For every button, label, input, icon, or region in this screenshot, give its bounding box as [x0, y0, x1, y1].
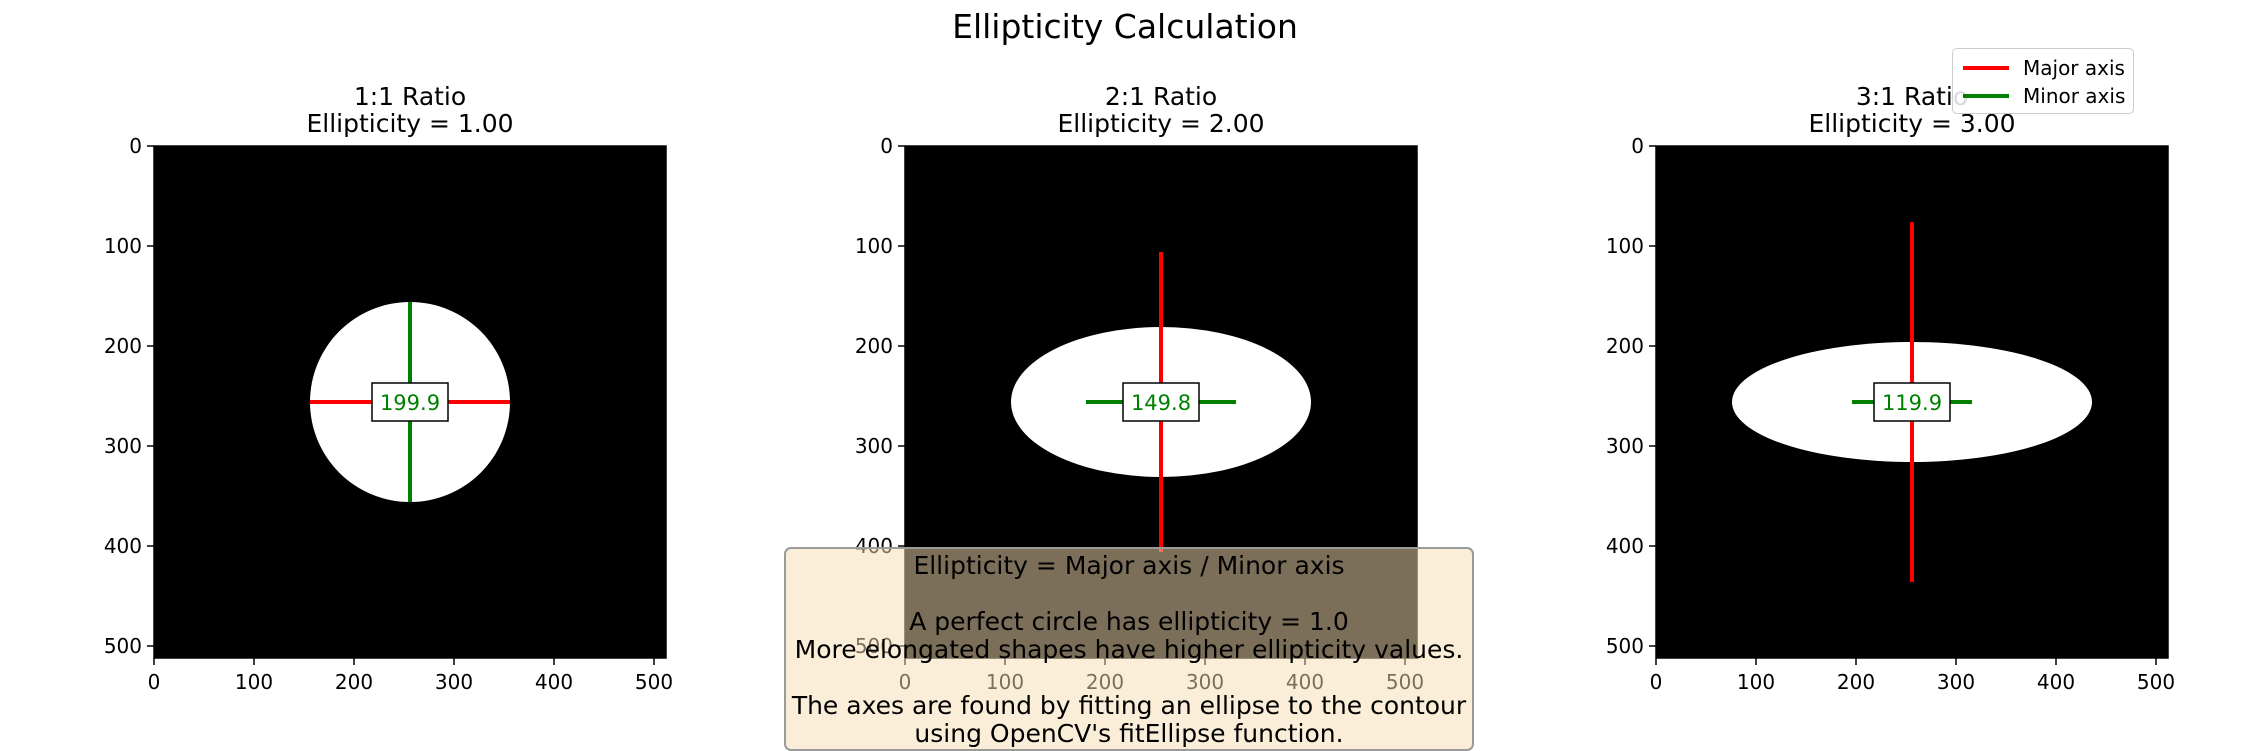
panel-title: 1:1 Ratio [354, 82, 466, 111]
figure-title: Ellipticity Calculation [952, 7, 1298, 46]
y-tick-label: 200 [104, 334, 142, 358]
y-tick-label: 0 [1631, 134, 1644, 158]
y-tick-label: 100 [855, 234, 893, 258]
annotation-box [1873, 382, 1951, 422]
note-line: A perfect circle has ellipticity = 1.0 [909, 607, 1349, 636]
note-line [786, 580, 1472, 608]
note-line: More elongated shapes have higher ellipt… [794, 635, 1464, 664]
note-line: using OpenCV's fitEllipse function. [914, 719, 1344, 748]
x-tick-label: 200 [335, 670, 373, 694]
x-tick-label: 100 [1737, 670, 1775, 694]
panel-title: Ellipticity = 2.00 [1057, 109, 1264, 138]
x-tick-label: 400 [535, 670, 573, 694]
legend: Major axis Minor axis [1952, 48, 2134, 114]
y-tick-label: 0 [129, 134, 142, 158]
x-tick-label: 500 [2137, 670, 2175, 694]
annotation-box [371, 382, 449, 422]
panel-title: 3:1 Ratio [1856, 82, 1968, 111]
legend-label-minor-axis: Minor axis [2023, 84, 2126, 108]
note-line: The axes are found by fitting an ellipse… [791, 691, 1467, 720]
annotation-label: 119.9 [1882, 391, 1942, 415]
annotation-label: 149.8 [1131, 391, 1191, 415]
major-axis-swatch [1963, 66, 2009, 70]
panel-title: 2:1 Ratio [1105, 82, 1217, 111]
note-line: Ellipticity = Major axis / Minor axis [913, 551, 1345, 580]
y-tick-label: 400 [1606, 534, 1644, 558]
x-tick-label: 100 [235, 670, 273, 694]
y-tick-label: 200 [1606, 334, 1644, 358]
explanation-box: Ellipticity = Major axis / Minor axis A … [784, 547, 1474, 751]
x-tick-label: 300 [1937, 670, 1975, 694]
y-tick-label: 500 [1606, 634, 1644, 658]
y-tick-label: 300 [855, 434, 893, 458]
x-tick-label: 500 [635, 670, 673, 694]
legend-label-major-axis: Major axis [2023, 56, 2125, 80]
panel-title: Ellipticity = 1.00 [306, 109, 513, 138]
x-tick-label: 400 [2037, 670, 2075, 694]
axes-frame [153, 145, 667, 659]
minor-axis-swatch [1963, 94, 2009, 98]
x-tick-label: 0 [148, 670, 161, 694]
y-tick-label: 100 [1606, 234, 1644, 258]
y-tick-label: 400 [104, 534, 142, 558]
y-tick-label: 200 [855, 334, 893, 358]
legend-item-minor-axis: Minor axis [1963, 83, 2125, 109]
axes-frame [1655, 145, 2169, 659]
note-line [786, 664, 1472, 692]
y-tick-label: 500 [104, 634, 142, 658]
legend-item-major-axis: Major axis [1963, 55, 2125, 81]
x-tick-label: 0 [1650, 670, 1663, 694]
annotation-box [1122, 382, 1200, 422]
y-tick-label: 300 [1606, 434, 1644, 458]
x-tick-label: 200 [1837, 670, 1875, 694]
annotation-label: 199.9 [380, 391, 440, 415]
y-tick-label: 100 [104, 234, 142, 258]
y-tick-label: 0 [880, 134, 893, 158]
x-tick-label: 300 [435, 670, 473, 694]
y-tick-label: 300 [104, 434, 142, 458]
